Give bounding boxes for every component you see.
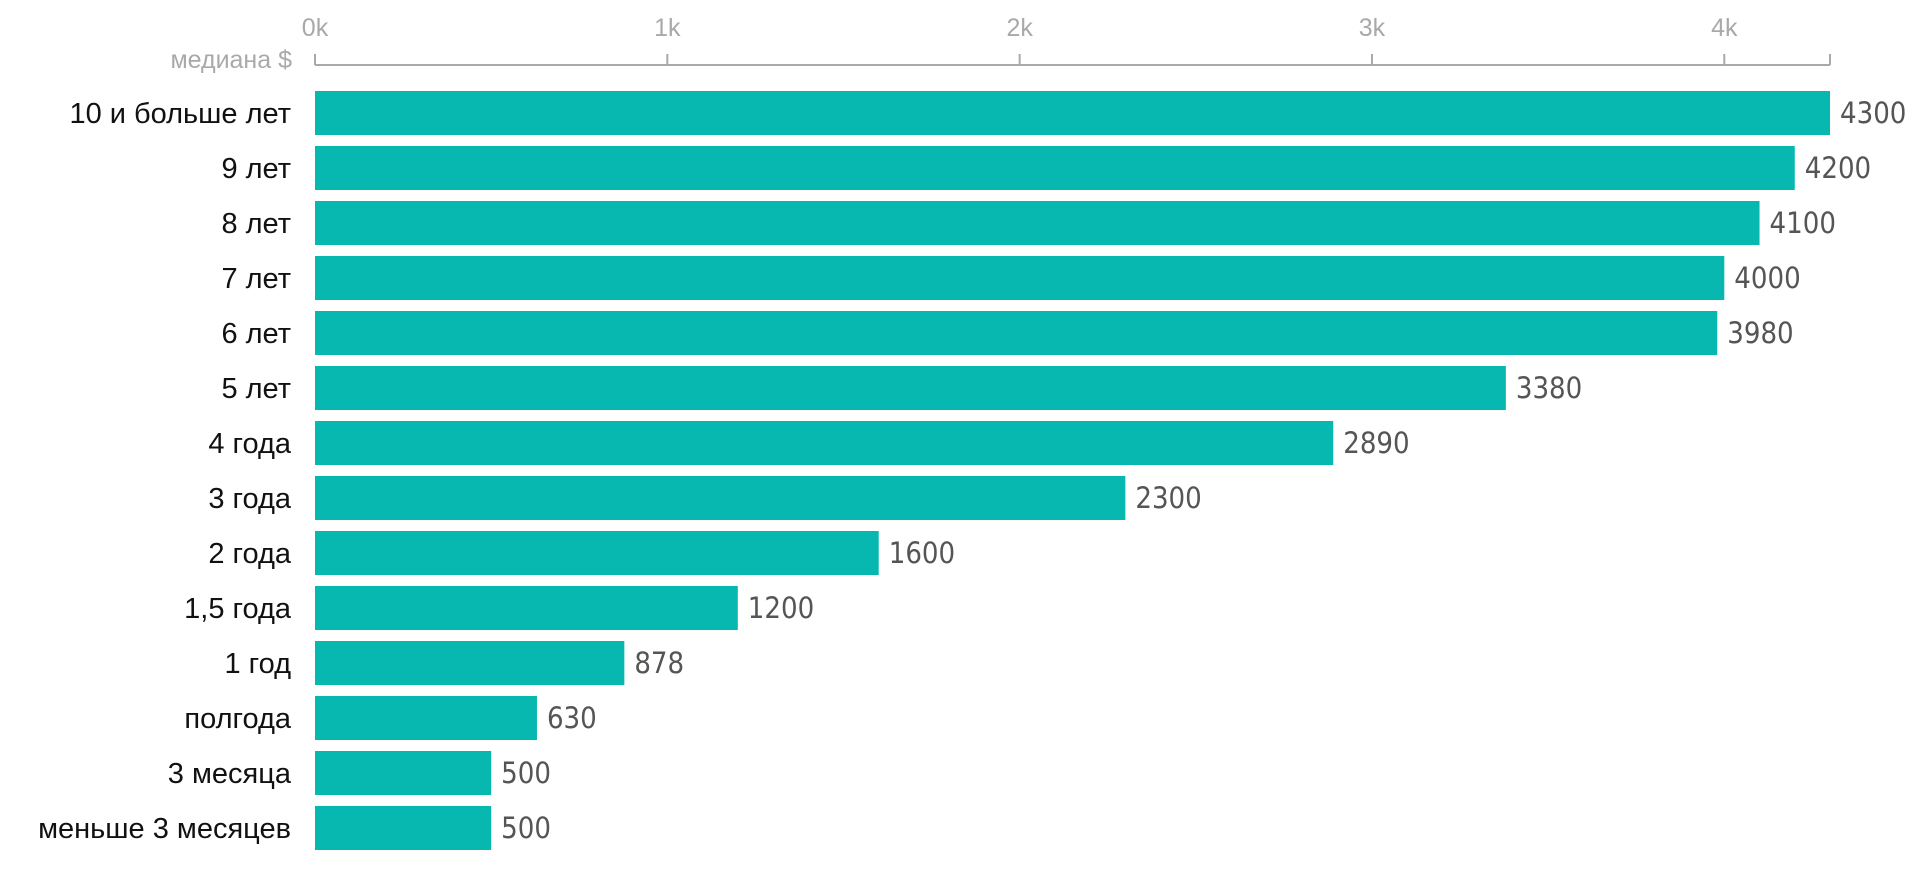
data-label: 878 (634, 646, 684, 680)
bar (315, 421, 1334, 465)
bar (315, 366, 1506, 410)
x-tick-label: 0k (302, 14, 329, 42)
x-axis-ticks: 0k 1k 2k 3k 4k (302, 14, 1831, 65)
data-label: 1200 (748, 591, 814, 625)
bar (315, 201, 1760, 245)
data-label: 500 (501, 811, 551, 845)
category-label: 1 год (224, 648, 291, 680)
category-label: 1,5 года (184, 593, 292, 625)
category-label: 10 и больше лет (69, 98, 291, 130)
bar (315, 256, 1725, 300)
category-label: 2 года (208, 538, 292, 570)
data-label: 3980 (1727, 316, 1793, 350)
category-label: 3 месяца (168, 758, 292, 790)
category-label: 7 лет (221, 263, 291, 295)
category-label: 6 лет (221, 318, 291, 350)
category-label: 8 лет (221, 208, 291, 240)
bar (315, 696, 537, 740)
category-label: 9 лет (221, 153, 291, 185)
bar (315, 476, 1126, 520)
category-label: полгода (184, 703, 291, 735)
bar (315, 641, 625, 685)
data-label: 500 (501, 756, 551, 790)
bar (315, 751, 492, 795)
data-label: 630 (547, 701, 597, 735)
x-tick-label: 4k (1711, 14, 1738, 42)
data-label: 4300 (1840, 96, 1906, 130)
bar (315, 311, 1718, 355)
category-label: 3 года (208, 483, 292, 515)
category-label: 4 года (208, 428, 292, 460)
bar (315, 531, 879, 575)
bars: 10 и больше лет 4300 9 лет 4200 8 лет 4100 7 л… (38, 91, 1906, 850)
x-axis-title: медиана $ (170, 46, 292, 74)
data-label: 4000 (1734, 261, 1800, 295)
data-label: 2300 (1135, 481, 1201, 515)
x-tick-label: 3k (1359, 14, 1386, 42)
bar (315, 146, 1795, 190)
category-label: меньше 3 месяцев (38, 813, 291, 845)
data-label: 4200 (1805, 151, 1871, 185)
x-tick-label: 1k (654, 14, 681, 42)
bar (315, 806, 492, 850)
category-label: 5 лет (221, 373, 291, 405)
data-label: 2890 (1343, 426, 1409, 460)
bar (315, 586, 738, 630)
bar (315, 91, 1830, 135)
data-label: 3380 (1516, 371, 1582, 405)
data-label: 4100 (1770, 206, 1836, 240)
x-tick-label: 2k (1006, 14, 1033, 42)
data-label: 1600 (889, 536, 955, 570)
